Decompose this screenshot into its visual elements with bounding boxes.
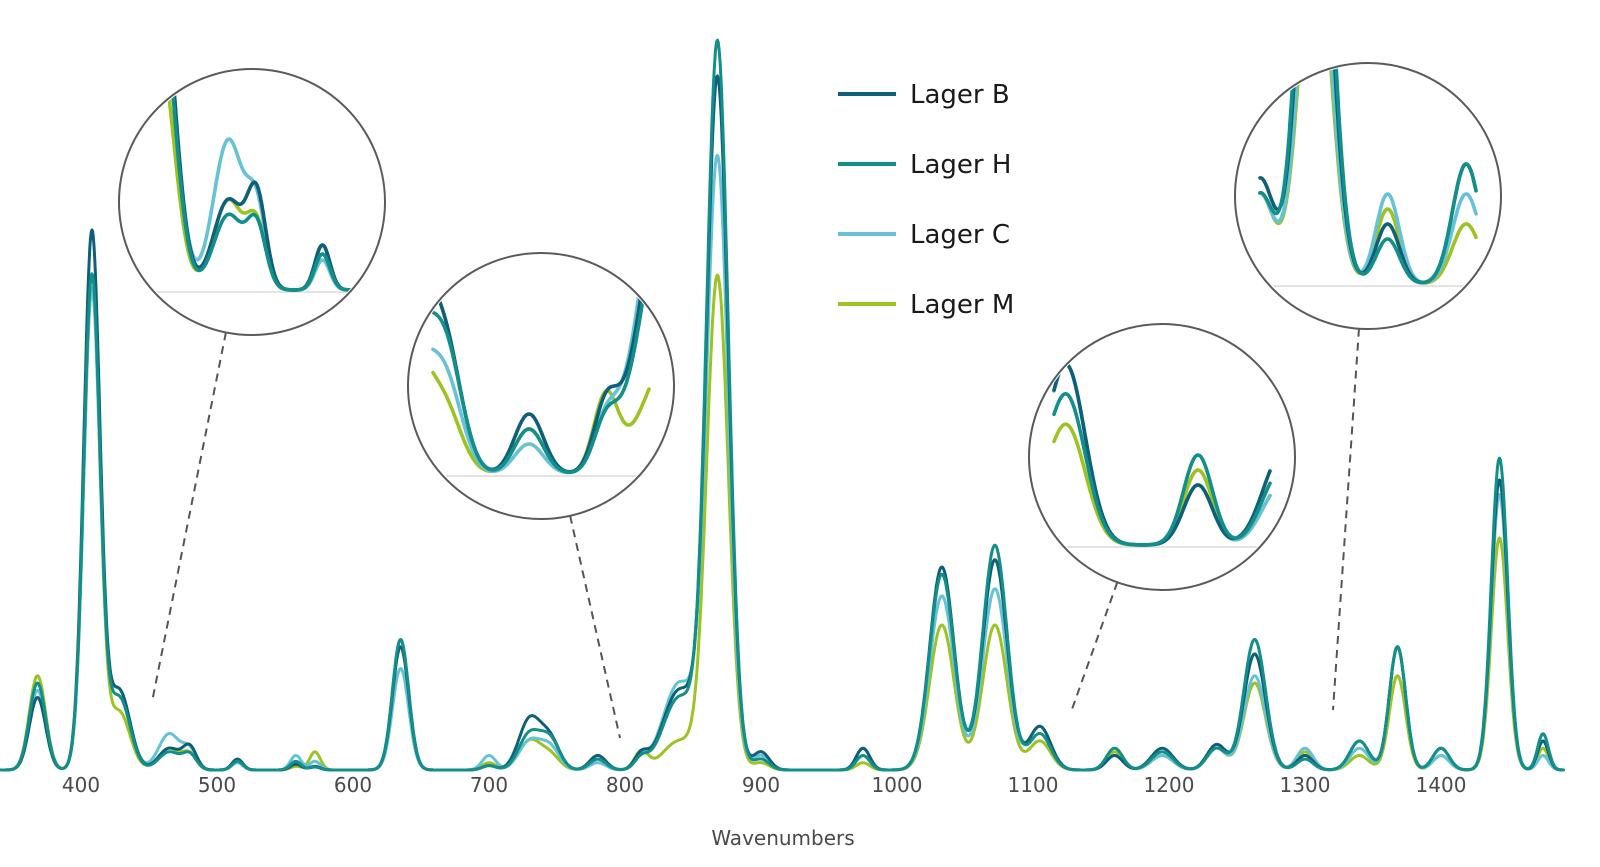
legend-item: Lager M (838, 290, 1014, 320)
x-tick-label-900: 900 (742, 773, 780, 797)
zoom-leader-line (151, 332, 227, 703)
zoom-series-line-lager-h (142, 71, 362, 292)
legend-label: Lager C (910, 220, 1010, 250)
zoom-leader-line (1070, 581, 1119, 713)
zoom-circle (407, 252, 675, 520)
zoom-circle (1028, 323, 1296, 591)
x-tick-label-400: 400 (62, 773, 100, 797)
x-axis-ticks: 400 500 600 700 800 900 1000 1100 1200 1300 1400 (62, 773, 1467, 797)
x-tick-label-1200: 1200 (1144, 773, 1195, 797)
x-tick-label-600: 600 (334, 773, 372, 797)
zoom-series-line-lager-c (1258, 65, 1478, 285)
zoom-inset-1 (118, 68, 386, 336)
zoom-inset-3 (1028, 323, 1296, 591)
zoom-circle (118, 68, 386, 336)
legend-label: Lager M (910, 290, 1014, 320)
x-tick-label-1000: 1000 (872, 773, 923, 797)
zoom-leader-line (569, 515, 621, 739)
zoom-inset-4 (1234, 62, 1502, 330)
zoom-insets (118, 62, 1502, 591)
zoom-circle (1234, 62, 1502, 330)
series-lines (0, 38, 1565, 772)
legend-item: Lager H (838, 150, 1011, 180)
x-tick-label-1100: 1100 (1008, 773, 1059, 797)
x-tick-label-700: 700 (470, 773, 508, 797)
zoom-inset-2 (407, 252, 675, 520)
series-line-lager-m (0, 273, 1565, 772)
legend-item: Lager B (838, 80, 1010, 110)
x-tick-label-1400: 1400 (1416, 773, 1467, 797)
x-tick-label-500: 500 (198, 773, 236, 797)
zoom-series-line-lager-c (431, 255, 651, 475)
legend-label: Lager B (910, 80, 1010, 110)
x-tick-label-1300: 1300 (1280, 773, 1331, 797)
zoom-leader-line (1332, 328, 1360, 711)
series-line-lager-h (0, 38, 1565, 772)
legend: Lager B Lager H Lager C Lager M (838, 80, 1014, 320)
legend-label: Lager H (910, 150, 1011, 180)
x-tick-label-800: 800 (606, 773, 644, 797)
zoom-series-line-lager-h (1052, 392, 1272, 547)
legend-item: Lager C (838, 220, 1010, 250)
zoom-leader-lines (151, 328, 1360, 739)
x-axis-label: Wavenumbers (711, 826, 854, 850)
zoom-series-line-lager-h (431, 260, 651, 474)
